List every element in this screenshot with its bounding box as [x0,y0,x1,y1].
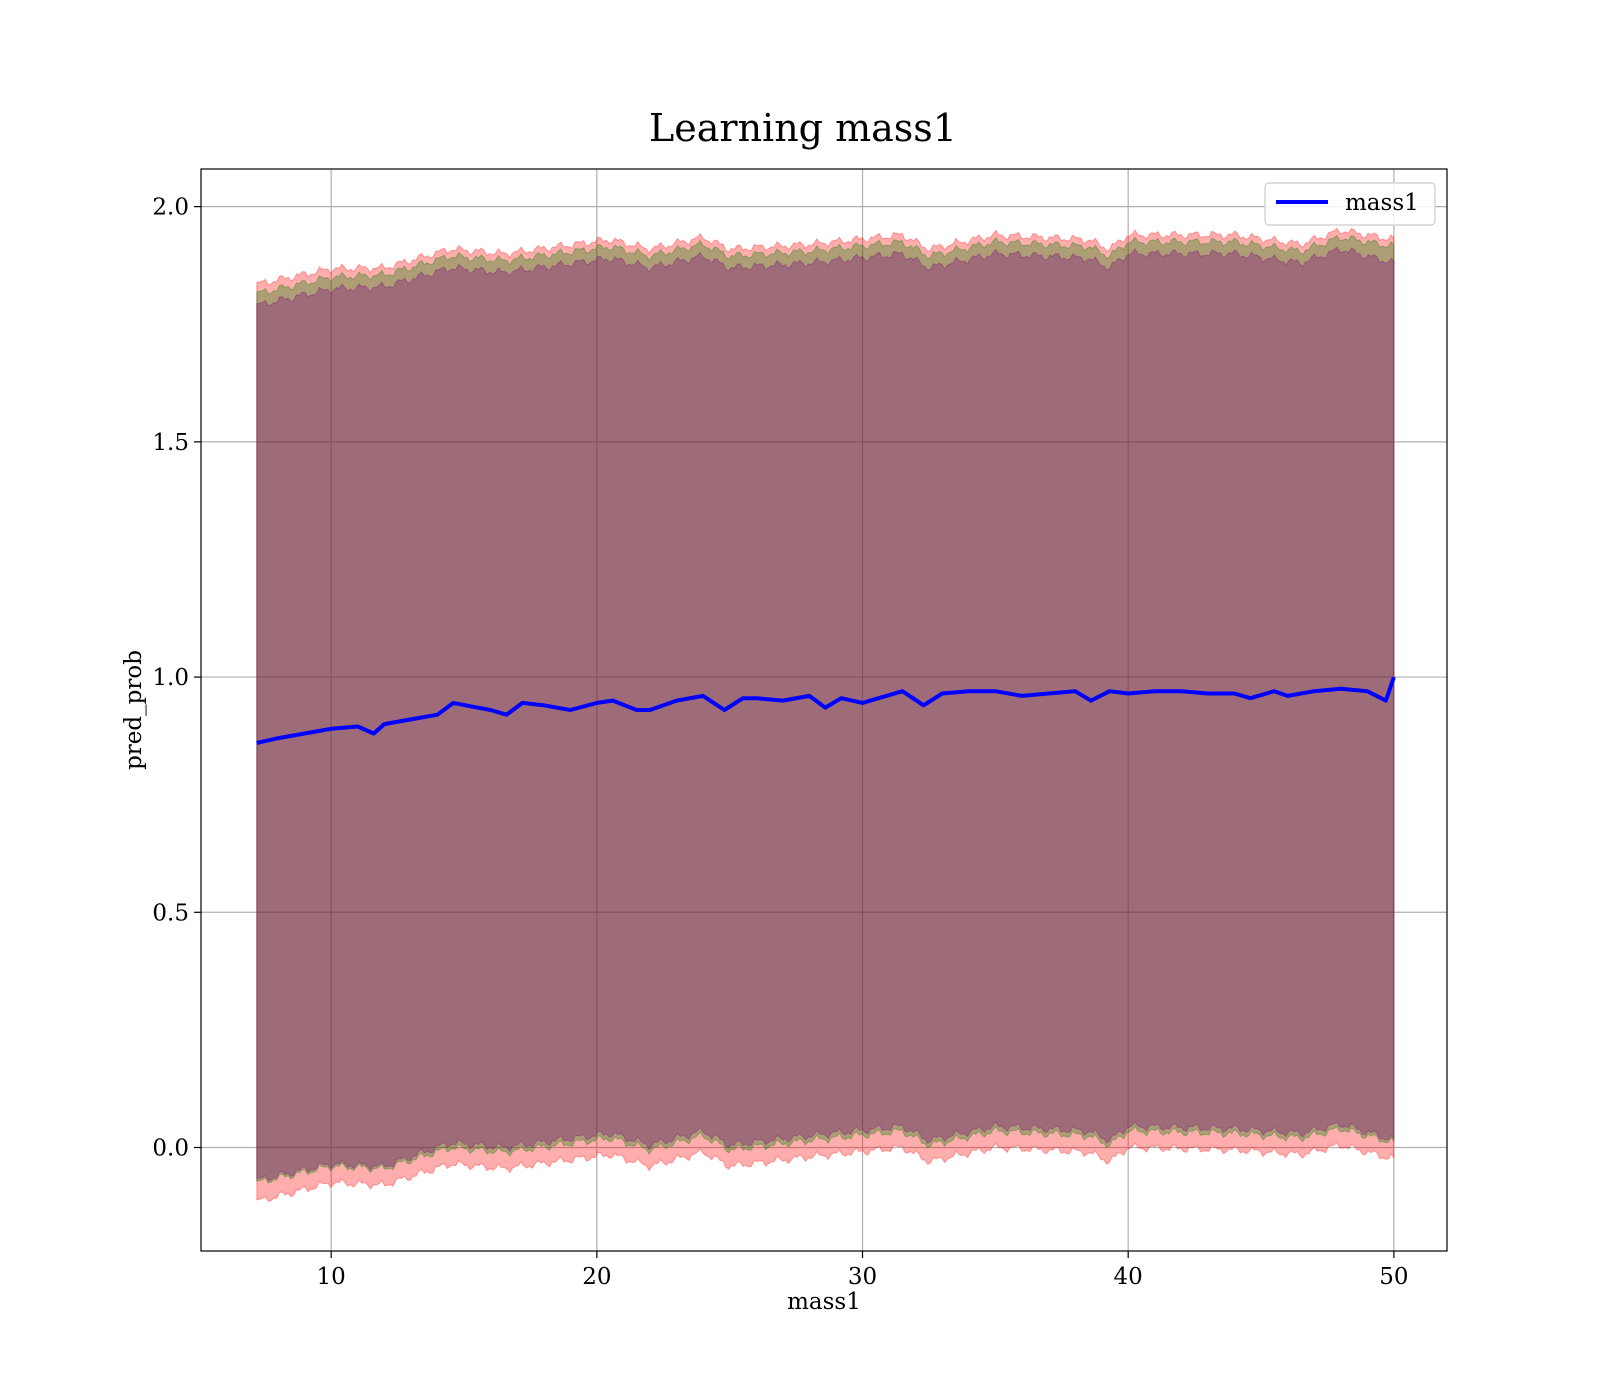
legend-box [1264,182,1436,226]
confidence-band-1 [256,227,1395,1202]
x-tick-label: 30 [848,1264,877,1290]
y-tick-label: 1.0 [152,665,189,691]
legend-label-mass1: mass1 [1345,190,1419,216]
plot-frame [200,168,1448,1252]
y-tick-label: 2.0 [152,195,189,221]
plot-background [201,169,1447,1251]
confidence-band-3 [256,246,1395,1182]
x-axis-label: mass1 [787,1289,861,1315]
y-axis: 0.0 0.5 1.0 1.5 2.0 [152,195,201,1162]
y-tick-label: 1.5 [152,430,189,456]
y-axis-label: pred_prob [121,650,147,770]
grid [201,169,1447,1251]
y-tick-label: 0.0 [152,1136,189,1162]
x-tick-label: 40 [1114,1264,1143,1290]
x-axis: 10 20 30 40 50 [317,1251,1409,1290]
legend: mass1 [1264,182,1436,226]
series-lines [256,676,1396,745]
plot-area [200,168,1448,1252]
x-tick-label: 50 [1379,1264,1408,1290]
x-tick-label: 20 [582,1264,611,1290]
chart-title: Learning mass1 [649,106,957,150]
series-line-mass1 [256,676,1396,745]
x-tick-label: 10 [317,1264,346,1290]
y-tick-label: 0.5 [152,900,189,926]
